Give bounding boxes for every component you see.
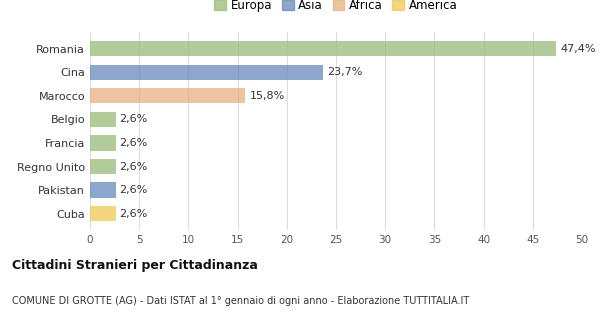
Text: Cittadini Stranieri per Cittadinanza: Cittadini Stranieri per Cittadinanza — [12, 259, 258, 272]
Text: 47,4%: 47,4% — [560, 44, 596, 54]
Bar — [90, 206, 116, 221]
Bar — [90, 88, 245, 103]
Text: 2,6%: 2,6% — [119, 162, 148, 172]
Legend: Europa, Asia, Africa, America: Europa, Asia, Africa, America — [209, 0, 463, 17]
Text: 2,6%: 2,6% — [119, 115, 148, 124]
Text: COMUNE DI GROTTE (AG) - Dati ISTAT al 1° gennaio di ogni anno - Elaborazione TUT: COMUNE DI GROTTE (AG) - Dati ISTAT al 1°… — [12, 296, 469, 306]
Bar — [90, 112, 116, 127]
Bar — [90, 65, 323, 80]
Text: 15,8%: 15,8% — [250, 91, 284, 101]
Bar — [90, 182, 116, 198]
Text: 2,6%: 2,6% — [119, 209, 148, 219]
Bar — [90, 41, 556, 56]
Text: 2,6%: 2,6% — [119, 138, 148, 148]
Bar — [90, 159, 116, 174]
Bar — [90, 135, 116, 151]
Text: 2,6%: 2,6% — [119, 185, 148, 195]
Text: 23,7%: 23,7% — [327, 67, 362, 77]
